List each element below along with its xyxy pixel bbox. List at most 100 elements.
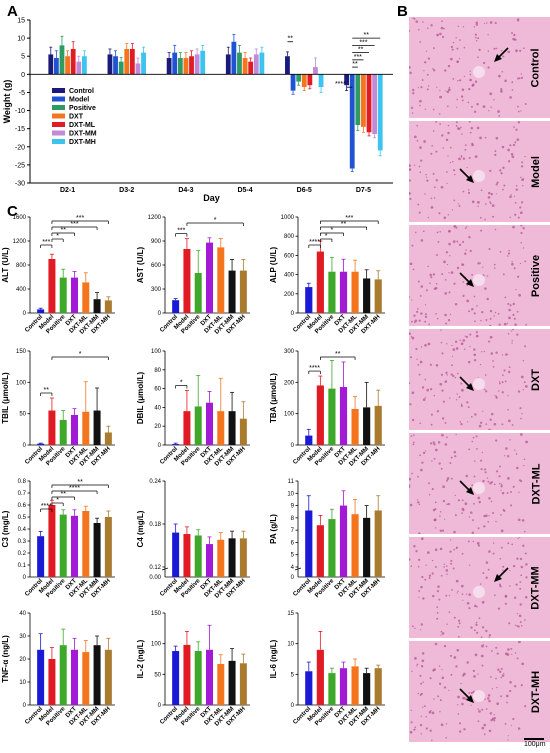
tissue-nucleus xyxy=(427,216,430,219)
tissue-nucleus xyxy=(451,355,454,357)
tissue-nucleus xyxy=(511,342,513,344)
tissue-nucleus xyxy=(488,340,491,343)
tissue-nucleus xyxy=(435,312,437,315)
tissue-nucleus xyxy=(447,88,451,92)
chart-bar xyxy=(228,660,236,705)
tissue-nucleus xyxy=(464,697,467,700)
tissue-nucleus xyxy=(482,266,484,268)
weight-bar xyxy=(237,52,242,75)
tissue-nucleus xyxy=(416,499,419,501)
tissue-nucleus xyxy=(476,305,478,307)
tissue-nucleus xyxy=(453,530,456,534)
chart-y-tick-label: 0.4 xyxy=(18,527,27,533)
histology-image xyxy=(409,17,550,118)
weight-y-tick-label: -25 xyxy=(15,162,25,169)
tissue-nucleus xyxy=(475,623,478,627)
tissue-nucleus xyxy=(417,501,420,504)
chart-bar xyxy=(217,663,225,705)
pointer-arrow-head-icon xyxy=(466,487,474,495)
tissue-nucleus xyxy=(521,161,524,164)
tissue-nucleus xyxy=(448,272,450,274)
tissue-nucleus xyxy=(520,574,523,577)
tissue-nucleus xyxy=(462,281,465,283)
tissue-nucleus xyxy=(452,374,455,378)
tissue-nucleus xyxy=(508,366,511,368)
chart-sig-label: *** xyxy=(345,215,353,222)
tissue-nucleus xyxy=(431,572,434,575)
tissue-nucleus xyxy=(485,203,487,205)
tissue-nucleus xyxy=(417,86,419,89)
tissue-nucleus xyxy=(418,503,421,506)
chart-y-tick-label: 1200 xyxy=(148,215,162,221)
tissue-nucleus xyxy=(440,630,443,633)
tissue-nucleus xyxy=(439,123,442,125)
weight-bar xyxy=(318,74,324,88)
chart-bar xyxy=(93,410,101,445)
tissue-nucleus xyxy=(522,359,525,362)
tissue-nucleus xyxy=(458,204,461,207)
tissue-nucleus xyxy=(519,206,522,209)
chart-y-axis-label: PA (g/L) xyxy=(269,514,278,544)
tissue-nucleus xyxy=(484,471,487,474)
weight-legend-swatch xyxy=(52,122,65,127)
tissue-nucleus xyxy=(430,388,433,391)
tissue-nucleus xyxy=(450,562,453,565)
tissue-nucleus xyxy=(471,440,474,443)
chart-y-tick-label: 0.2 xyxy=(18,551,27,557)
tissue-nucleus xyxy=(456,60,460,64)
tissue-nucleus xyxy=(498,323,501,326)
tissue-nucleus xyxy=(436,617,439,620)
tissue-nucleus xyxy=(424,578,427,581)
tissue-nucleus xyxy=(417,364,420,366)
tissue-nucleus xyxy=(509,96,512,99)
tissue-nucleus xyxy=(503,369,506,372)
chart-bar xyxy=(206,402,213,445)
tissue-nucleus xyxy=(433,443,436,446)
tissue-nucleus xyxy=(409,197,412,201)
weight-bar xyxy=(166,58,172,75)
tissue-nucleus xyxy=(499,251,502,253)
histology-group-label-text: DXT xyxy=(530,368,542,391)
tissue-nucleus xyxy=(473,26,476,28)
tissue-nucleus xyxy=(460,423,463,426)
tissue-nucleus xyxy=(447,131,450,135)
chart-bar xyxy=(305,671,313,705)
tissue-nucleus xyxy=(518,614,522,618)
tissue-nucleus xyxy=(416,665,418,667)
chart-bar xyxy=(363,673,371,705)
tissue-nucleus xyxy=(469,333,472,336)
tissue-nucleus xyxy=(433,698,435,700)
tissue-nucleus xyxy=(500,676,503,679)
tissue-nucleus xyxy=(453,548,455,551)
tissue-nucleus xyxy=(453,616,456,619)
chart-y-axis-label: ALP (U/L) xyxy=(269,247,278,284)
tissue-nucleus xyxy=(460,342,464,346)
tissue-nucleus xyxy=(493,263,496,266)
chart-bar xyxy=(104,649,112,705)
tissue-nucleus xyxy=(437,441,441,444)
tissue-nucleus xyxy=(522,227,525,230)
tissue-nucleus xyxy=(490,412,494,416)
tissue-nucleus xyxy=(411,299,413,301)
tissue-nucleus xyxy=(524,596,528,599)
chart-bar xyxy=(93,523,101,577)
chart-y-tick-label: 100 xyxy=(284,412,295,418)
chart-bar xyxy=(316,525,324,577)
tissue-nucleus xyxy=(409,477,412,481)
tissue-nucleus xyxy=(439,710,441,713)
tissue-nucleus xyxy=(464,227,467,230)
tissue-nucleus xyxy=(513,317,516,320)
tissue-nucleus xyxy=(487,33,489,36)
tissue-nucleus xyxy=(475,36,477,39)
tissue-nucleus xyxy=(473,359,477,362)
tissue-nucleus xyxy=(430,197,433,200)
tissue-nucleus xyxy=(456,546,459,549)
tissue-nucleus xyxy=(494,153,497,157)
weight-bar xyxy=(59,45,65,75)
tissue-nucleus xyxy=(461,133,463,135)
tissue-nucleus xyxy=(507,477,510,480)
tissue-nucleus xyxy=(519,581,522,583)
tissue-nucleus xyxy=(482,105,486,108)
tissue-nucleus xyxy=(441,676,445,680)
chart-y-axis-label: ALT (U/L) xyxy=(1,247,10,283)
